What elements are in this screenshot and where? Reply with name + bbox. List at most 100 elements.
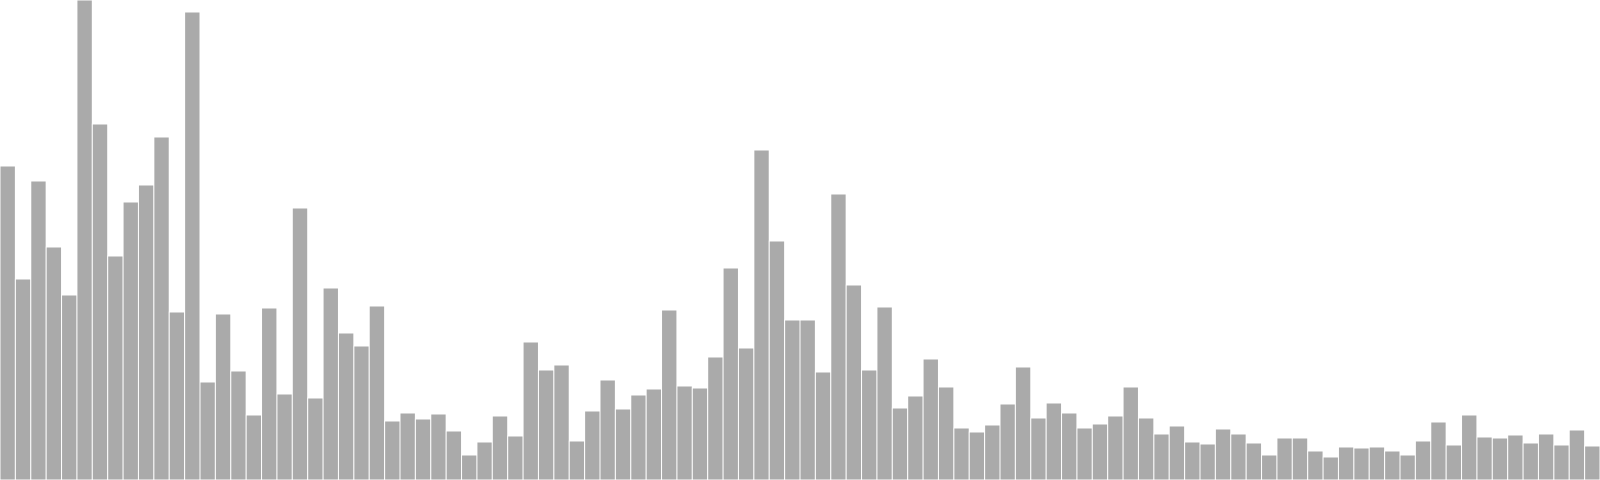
- bar: [1507, 434, 1524, 480]
- bar: [107, 255, 124, 480]
- bar: [1184, 441, 1201, 480]
- bar: [1076, 427, 1093, 480]
- bar: [245, 414, 263, 480]
- bar: [137, 184, 155, 480]
- bar: [861, 369, 878, 480]
- bar: [76, 0, 93, 480]
- bar: [261, 307, 278, 480]
- bar: [937, 386, 955, 480]
- bar: [630, 394, 647, 480]
- bar: [184, 11, 201, 480]
- bar: [45, 246, 63, 480]
- bar: [307, 397, 324, 480]
- bar: [999, 403, 1016, 480]
- bar: [984, 424, 1001, 480]
- bar: [1214, 428, 1232, 480]
- bar: [537, 369, 555, 480]
- bar: [799, 319, 816, 480]
- bar: [1553, 444, 1570, 480]
- bar: [645, 388, 663, 480]
- bar: [1061, 412, 1078, 480]
- bar: [322, 287, 339, 480]
- bar: [1414, 440, 1432, 480]
- bar: [1291, 437, 1309, 480]
- bar: [430, 413, 447, 480]
- bar: [214, 313, 232, 480]
- bar: [953, 427, 970, 480]
- bar: [661, 309, 678, 480]
- bar: [0, 165, 16, 480]
- bar: [1430, 421, 1447, 480]
- bar: [91, 123, 109, 480]
- bar: [337, 332, 355, 480]
- bar: [1107, 415, 1124, 480]
- bar: [291, 207, 309, 480]
- bar: [199, 381, 216, 480]
- bar: [414, 418, 432, 480]
- bar: [230, 370, 247, 480]
- bar: [368, 305, 386, 480]
- bar: [353, 345, 370, 480]
- bar: [1168, 425, 1186, 480]
- bar: [30, 180, 47, 480]
- bar: [1153, 433, 1170, 480]
- bar: [1030, 417, 1047, 480]
- bar: [876, 306, 893, 480]
- bar: [1122, 386, 1139, 480]
- bar: [1230, 433, 1247, 480]
- bar: [1276, 437, 1293, 480]
- bar: [399, 412, 416, 480]
- bar: [1491, 437, 1509, 480]
- bar: [1261, 454, 1278, 480]
- bar: [1399, 454, 1416, 480]
- bar: [737, 347, 755, 480]
- bar: [968, 431, 986, 480]
- bar: [61, 294, 78, 480]
- bar: [691, 387, 709, 480]
- bar: [1045, 402, 1063, 480]
- bar: [1245, 442, 1263, 480]
- bar: [276, 393, 293, 480]
- bar: [1476, 436, 1493, 480]
- bar: [1568, 429, 1586, 480]
- bar: [784, 319, 801, 480]
- bar: [445, 430, 463, 480]
- bar: [1522, 442, 1539, 480]
- bar: [891, 407, 909, 480]
- bar: [568, 440, 586, 480]
- bar: [814, 371, 832, 480]
- bar: [1014, 366, 1032, 480]
- bar: [830, 193, 847, 480]
- bar: [753, 149, 770, 480]
- bar: [384, 420, 401, 480]
- bar: [1337, 446, 1355, 480]
- bar: [1307, 450, 1324, 480]
- bar: [707, 356, 724, 480]
- bar: [522, 341, 539, 480]
- bar: [1368, 446, 1386, 480]
- bar: [153, 136, 170, 480]
- bar: [122, 201, 139, 480]
- bar: [1353, 447, 1370, 480]
- bar: [614, 408, 632, 480]
- bar: [1445, 444, 1463, 480]
- bar: [1584, 445, 1600, 480]
- bar: [845, 284, 863, 480]
- bar: [768, 240, 786, 480]
- bar: [553, 364, 570, 480]
- bar: [1322, 456, 1339, 480]
- bar: [1384, 450, 1401, 480]
- bar: [1461, 414, 1478, 480]
- bar: [584, 410, 601, 480]
- bar: [1137, 417, 1155, 480]
- bar: [14, 278, 32, 480]
- bar: [491, 415, 509, 480]
- bar: [722, 267, 739, 480]
- bar: [599, 379, 616, 480]
- bar: [476, 441, 493, 480]
- bar: [1199, 443, 1216, 480]
- bar: [1091, 423, 1109, 480]
